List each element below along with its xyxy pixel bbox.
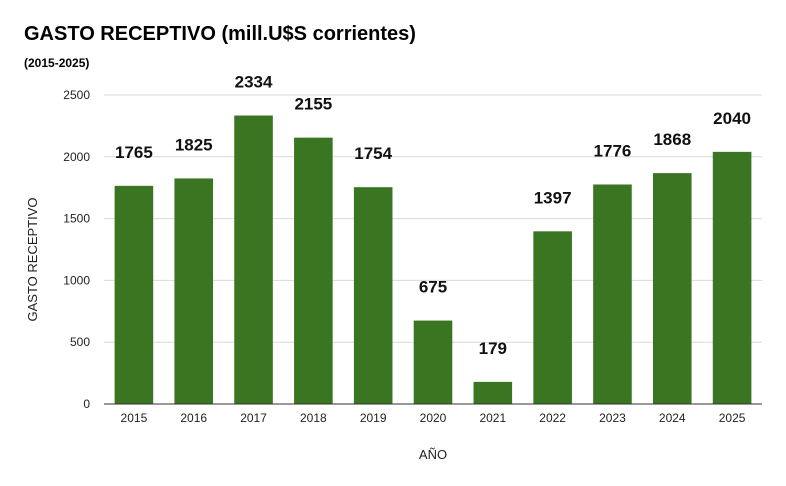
- y-tick-label: 1000: [63, 273, 90, 287]
- data-label-2024: 1868: [653, 130, 691, 149]
- bar-2015: [114, 185, 154, 404]
- x-tick-label: 2015: [121, 411, 148, 425]
- bar-2024: [652, 173, 692, 404]
- bar-2020: [413, 320, 453, 404]
- bars: [114, 115, 752, 404]
- x-tick-label: 2019: [360, 411, 387, 425]
- data-label-2025: 2040: [713, 109, 751, 128]
- bar-2023: [593, 184, 632, 404]
- x-tick-label: 2023: [599, 411, 626, 425]
- data-label-2020: 675: [419, 278, 447, 297]
- bar-2016: [174, 178, 214, 404]
- x-tick-label: 2021: [479, 411, 506, 425]
- y-tick-label: 2000: [63, 150, 90, 164]
- y-tick-label: 1500: [63, 212, 90, 226]
- data-label-2023: 1776: [594, 141, 632, 160]
- bar-2021: [473, 381, 513, 404]
- x-tick-label: 2025: [719, 411, 746, 425]
- data-labels: 1765 1825 2334 2155 1754 675 179 1397 1776 1868 20…: [115, 73, 751, 358]
- y-axis-title: GASTO RECEPTIVO: [25, 197, 40, 321]
- bar-2025: [712, 151, 752, 404]
- data-label-2017: 2334: [235, 73, 273, 92]
- bar-2017: [234, 115, 273, 404]
- y-axis-ticks: 0 500 1000 1500 2000 2500: [63, 88, 90, 411]
- y-tick-label: 500: [70, 335, 90, 349]
- data-label-2016: 1825: [175, 135, 213, 154]
- data-label-2022: 1397: [534, 188, 572, 207]
- x-axis-title: AÑO: [419, 447, 447, 462]
- x-axis-ticks: 2015 2016 2017 2018 2019 2020 2021 2022 2023 2024…: [121, 411, 746, 425]
- x-tick-label: 2017: [240, 411, 267, 425]
- bar-2019: [353, 187, 393, 404]
- data-label-2018: 2155: [294, 95, 332, 114]
- x-tick-label: 2022: [539, 411, 566, 425]
- chart-subtitle: (2015-2025): [24, 56, 90, 70]
- data-label-2015: 1765: [115, 143, 153, 162]
- x-tick-label: 2020: [420, 411, 447, 425]
- data-label-2021: 179: [479, 339, 507, 358]
- bar-2022: [533, 231, 572, 404]
- data-label-2019: 1754: [354, 144, 392, 163]
- x-tick-label: 2024: [659, 411, 686, 425]
- y-tick-label: 0: [83, 397, 90, 411]
- y-tick-label: 2500: [63, 88, 90, 102]
- x-tick-label: 2018: [300, 411, 327, 425]
- x-tick-label: 2016: [180, 411, 207, 425]
- chart-title: GASTO RECEPTIVO (mill.U$S corrientes): [24, 23, 416, 45]
- bar-2018: [294, 137, 333, 404]
